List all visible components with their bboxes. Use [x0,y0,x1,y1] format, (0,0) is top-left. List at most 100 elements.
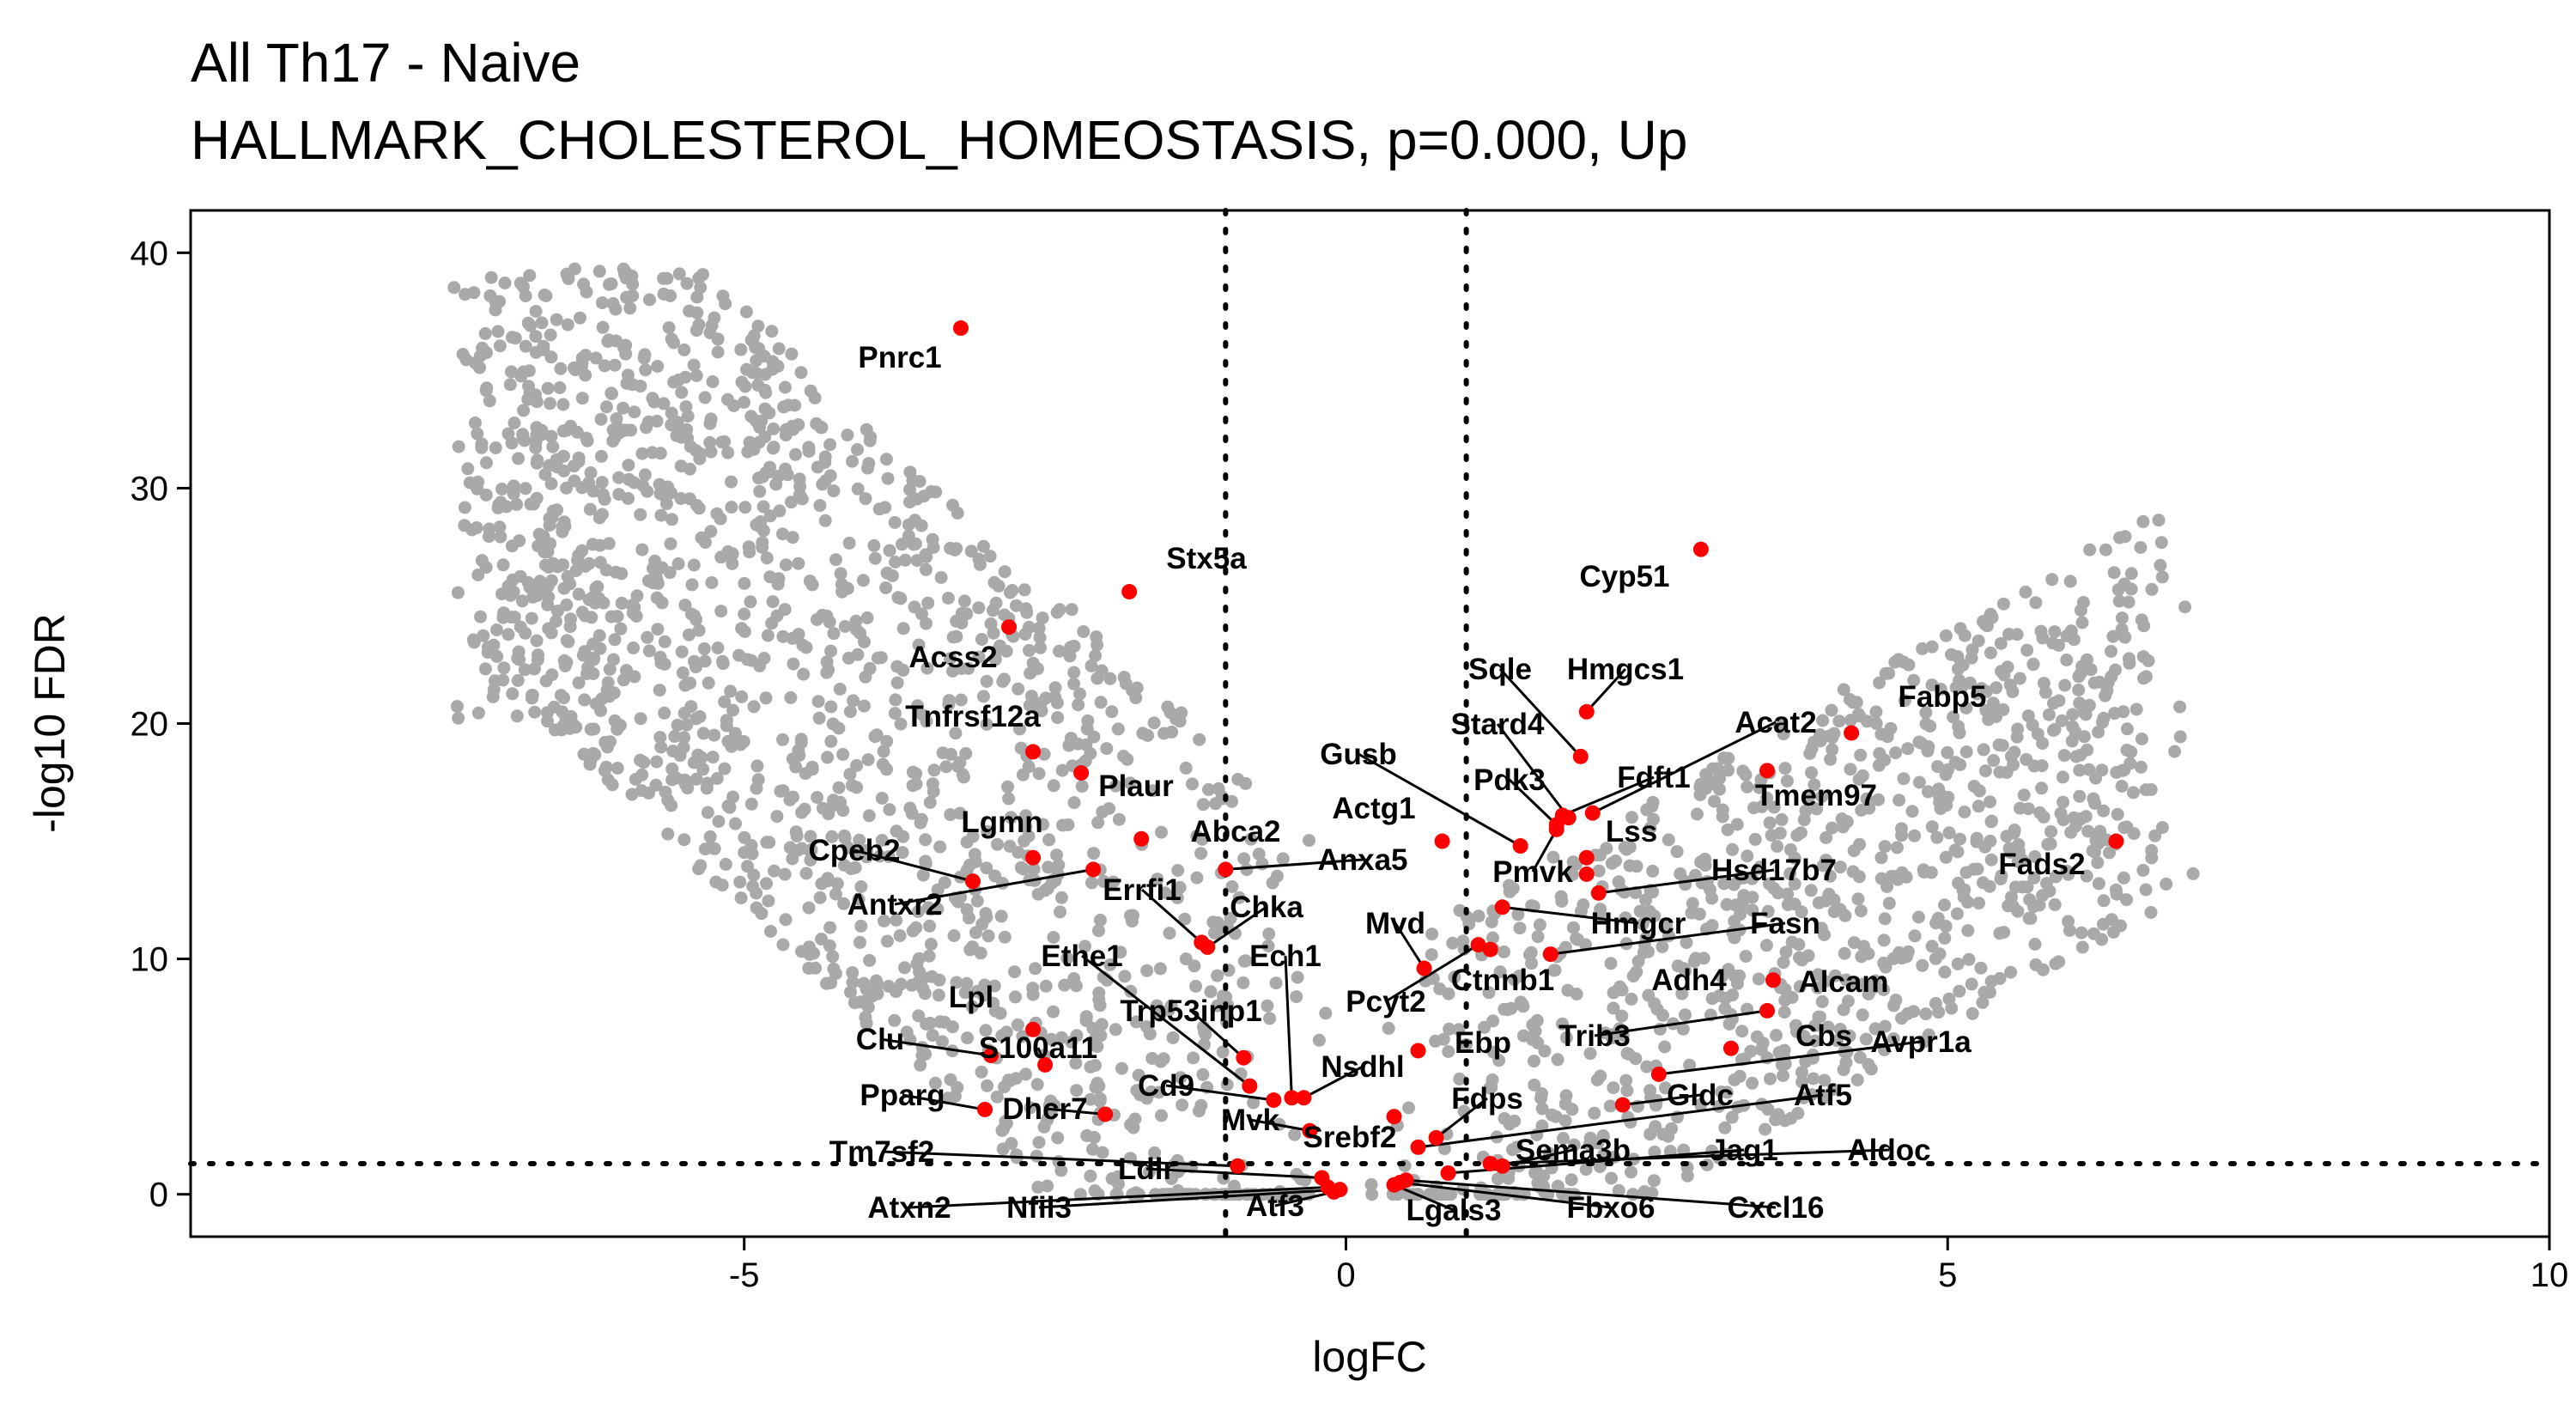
background-gene-point [850,758,864,772]
background-gene-point [710,772,724,785]
background-gene-point [2073,763,2087,777]
highlight-gene-point [1025,849,1042,866]
background-gene-point [657,271,671,285]
background-gene-point [497,606,511,620]
gene-label: Gusb [1320,738,1396,771]
background-gene-point [1112,812,1126,826]
background-gene-point [750,886,763,900]
background-gene-point [949,727,963,740]
background-gene-point [2000,830,2014,843]
gene-label-connector [854,848,974,883]
y-tick-label: 40 [131,234,169,272]
background-gene-point [620,377,634,390]
background-gene-point [883,803,896,817]
background-gene-point [942,694,956,708]
background-gene-point [843,768,857,781]
background-gene-point [549,615,562,628]
x-tick-label: 10 [2530,1256,2569,1294]
background-gene-point [658,635,671,648]
gene-label: Acss2 [908,641,997,674]
background-gene-point [824,700,838,714]
background-gene-point [634,753,647,767]
background-gene-point [598,359,611,373]
background-gene-point [2014,801,2026,815]
background-gene-point [2173,730,2187,744]
background-gene-point [664,537,677,550]
background-gene-point [600,684,614,697]
background-gene-point [1042,833,1056,847]
background-gene-point [1908,929,1922,943]
background-gene-point [1089,1031,1103,1044]
background-gene-point [599,400,613,414]
background-gene-point [836,747,850,761]
background-gene-point [2097,894,2111,908]
background-gene-point [667,336,680,350]
background-gene-point [1027,862,1041,876]
background-gene-point [1874,872,1888,885]
background-gene-point [1070,1084,1084,1098]
background-gene-point [1827,905,1841,919]
background-gene-point [2135,733,2148,745]
background-gene-point [603,277,616,291]
background-gene-point [734,343,748,356]
background-gene-point [513,277,527,290]
background-gene-point [844,985,857,999]
background-gene-point [665,406,678,420]
background-gene-point [2037,677,2050,690]
background-gene-point [753,659,767,672]
background-gene-point [1194,847,1208,861]
background-gene-point [838,620,852,633]
background-gene-point [1186,777,1199,791]
gene-label: Ethe1 [1041,940,1122,973]
background-gene-point [447,281,461,295]
background-gene-point [972,601,986,615]
background-gene-point [1103,802,1116,815]
background-gene-point [1089,649,1103,662]
background-gene-point [878,501,892,514]
background-gene-point [1983,879,1996,893]
background-gene-point [1826,743,1839,757]
background-gene-point [1093,999,1107,1013]
gene-label-connector [1502,905,1639,925]
background-gene-point [827,484,841,498]
y-tick-label: 0 [149,1177,168,1214]
highlight-gene-point [1470,937,1486,953]
background-gene-point [792,556,805,570]
background-gene-point [762,894,775,908]
background-gene-point [1050,848,1064,862]
background-gene-point [2080,869,2093,883]
gene-label: Tm7sf2 [829,1135,935,1169]
background-gene-point [739,305,753,319]
background-gene-point [698,654,712,668]
background-gene-point [687,558,701,572]
background-gene-point [683,676,697,690]
background-gene-point [529,330,543,344]
y-tick-label: 10 [131,941,169,979]
gene-label-connector [1418,1093,1824,1149]
background-gene-point [927,763,941,777]
background-gene-point [1987,754,2001,767]
highlight-gene-point [1097,1106,1114,1122]
background-gene-point [528,705,542,719]
background-gene-point [1793,980,1807,994]
background-gene-point [1862,988,1875,1000]
background-gene-point [2073,789,2087,803]
background-gene-point [987,575,1001,589]
background-gene-point [653,487,667,501]
background-gene-point [697,642,711,655]
background-gene-point [2107,566,2121,580]
highlight-gene-point [1578,849,1595,866]
background-gene-point [1977,743,1990,757]
highlight-gene-point [1037,1056,1054,1073]
background-gene-point [2154,536,2168,550]
background-gene-point [975,1065,988,1079]
background-gene-point [1166,1031,1180,1044]
background-gene-point [688,609,702,623]
background-gene-point [854,919,868,933]
background-gene-point [1917,866,1931,879]
background-gene-point [603,662,617,676]
background-gene-point [646,576,659,590]
background-gene-point [760,551,774,565]
background-gene-point [1761,904,1775,918]
gene-label: Hmgcr [1591,907,1686,940]
